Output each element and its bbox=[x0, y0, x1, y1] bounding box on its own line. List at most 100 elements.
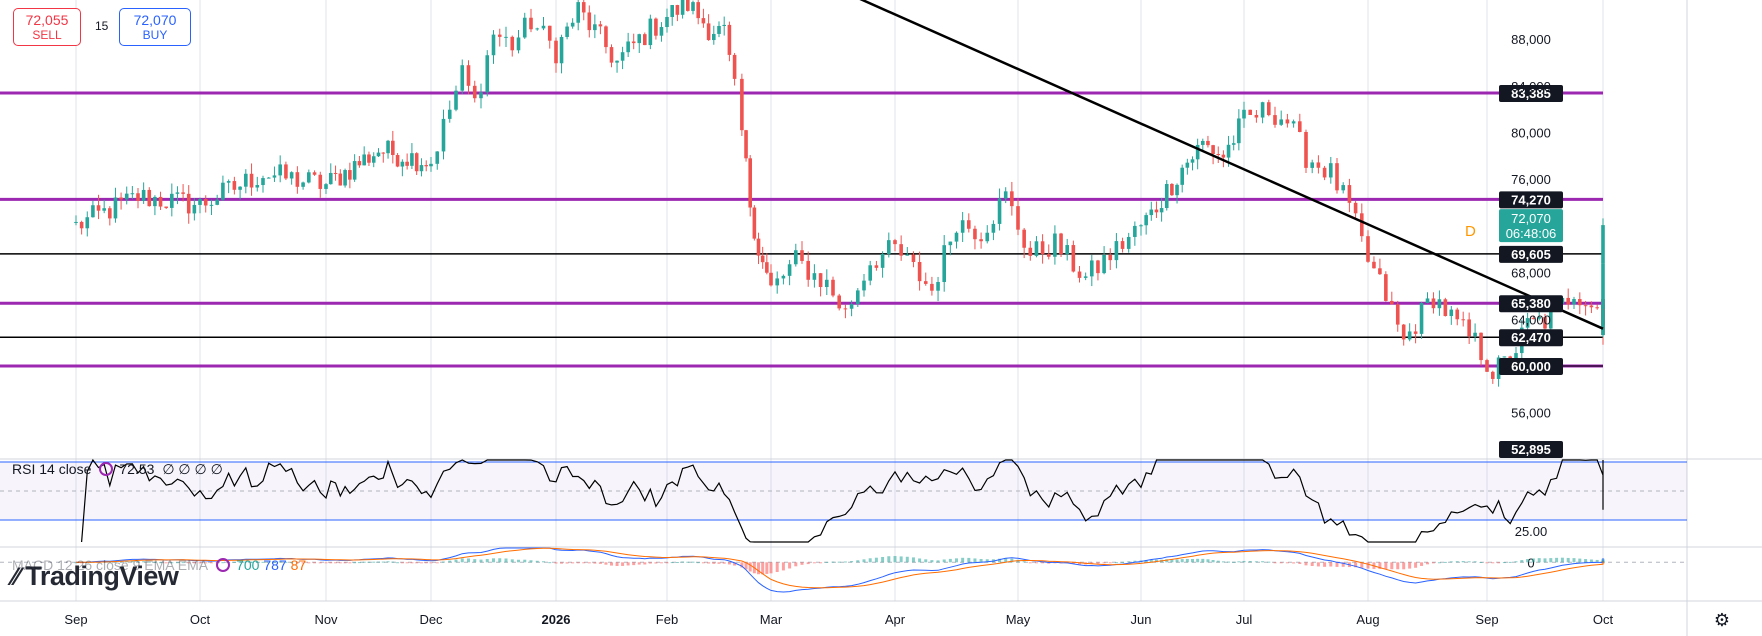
macd-histogram-bar bbox=[670, 562, 674, 564]
macd-histogram-bar bbox=[1396, 562, 1400, 570]
macd-histogram-bar bbox=[1090, 562, 1094, 565]
candle bbox=[942, 235, 946, 292]
trendline[interactable] bbox=[845, 0, 1604, 330]
last-price-countdown: 06:48:06 bbox=[1506, 226, 1557, 241]
macd-histogram-bar bbox=[1584, 559, 1588, 563]
price-label-74,270[interactable]: 74,270 bbox=[1499, 191, 1563, 209]
candle-body bbox=[485, 55, 490, 93]
candle-body bbox=[74, 221, 78, 223]
candle bbox=[954, 231, 959, 249]
macd-histogram-bar bbox=[510, 559, 514, 563]
macd-histogram-bar bbox=[318, 562, 322, 564]
price-label-bg bbox=[1499, 191, 1563, 209]
candle bbox=[1195, 138, 1200, 170]
sell-button[interactable]: 72,055 SELL bbox=[13, 8, 81, 46]
price-label-bg bbox=[1499, 295, 1563, 313]
price-label-60,000[interactable]: 60,000 bbox=[1499, 358, 1563, 376]
macd-histogram-bar bbox=[198, 562, 202, 564]
macd-value-2: 787 bbox=[263, 557, 287, 573]
macd-histogram-bar bbox=[1595, 559, 1599, 563]
candle bbox=[324, 183, 328, 195]
macd-histogram-bar bbox=[232, 561, 236, 563]
candle-body bbox=[604, 26, 608, 48]
candle-body bbox=[831, 279, 835, 296]
source-icon[interactable] bbox=[99, 462, 114, 476]
price-tick: 76,000 bbox=[1511, 172, 1551, 187]
macd-histogram-bar bbox=[159, 562, 163, 564]
macd-histogram-bar bbox=[874, 557, 878, 563]
price-axis[interactable]: 83,385 74,270 69,605 65,380 62,470 60,000 52,8… bbox=[1499, 32, 1563, 458]
candle-body bbox=[691, 2, 695, 11]
price-label-69,605[interactable]: 69,605 bbox=[1499, 245, 1563, 263]
macd-histogram-bar bbox=[686, 561, 690, 563]
macd-histogram-bar bbox=[1237, 561, 1241, 563]
candle-body bbox=[1267, 102, 1271, 116]
candle bbox=[1583, 300, 1588, 316]
candle-body bbox=[930, 283, 934, 291]
candle-body bbox=[570, 22, 575, 27]
macd-histogram-bar bbox=[424, 562, 428, 564]
tradingview-logo[interactable]: ⁄⁄ TradingView bbox=[12, 561, 179, 592]
candle-body bbox=[1304, 131, 1308, 168]
candle bbox=[856, 288, 860, 308]
macd-histogram-bar bbox=[1402, 562, 1406, 570]
candle bbox=[1279, 110, 1283, 126]
macd-histogram-bar bbox=[775, 562, 779, 573]
macd-histogram-bar bbox=[722, 562, 726, 564]
rsi-legend[interactable]: RSI 14 close 72.53 ∅ ∅ ∅ ∅ bbox=[12, 461, 223, 478]
time-axis[interactable]: Sep Oct Nov Dec 2026 Feb Mar Apr May Jun Jul Aug Sep… bbox=[64, 612, 1613, 627]
candle-body bbox=[648, 18, 653, 46]
macd-histogram-bar bbox=[727, 562, 731, 565]
price-label-62,470[interactable]: 62,470 bbox=[1499, 329, 1563, 347]
candle-body bbox=[1347, 185, 1352, 203]
candle-body bbox=[856, 290, 860, 305]
candle-body bbox=[186, 193, 191, 214]
price-label-65,380[interactable]: 65,380 bbox=[1499, 295, 1563, 313]
candle bbox=[1022, 227, 1026, 259]
price-label-83,385[interactable]: 83,385 bbox=[1499, 85, 1563, 102]
candle bbox=[874, 260, 879, 271]
macd-histogram-bar bbox=[1175, 559, 1179, 563]
candle-body bbox=[598, 24, 603, 27]
macd-histogram-bar bbox=[1004, 558, 1008, 563]
candle-body bbox=[164, 206, 168, 208]
macd-histogram-bar bbox=[856, 560, 860, 563]
candle bbox=[991, 220, 996, 241]
macd-histogram-bar bbox=[164, 562, 168, 564]
time-tick-mar: Mar bbox=[760, 612, 783, 627]
candle-body bbox=[1090, 260, 1094, 277]
macd-histogram-bar bbox=[442, 561, 445, 563]
buy-button[interactable]: 72,070 BUY bbox=[119, 8, 191, 46]
macd-legend[interactable]: MACD 12 26 close 9 EMA EMA 700 787 87 bbox=[12, 557, 306, 573]
macd-histogram-bar bbox=[812, 562, 816, 564]
macd-histogram-bar bbox=[1102, 562, 1106, 564]
candle-body bbox=[410, 153, 414, 166]
candle bbox=[381, 152, 386, 163]
settings-gear-icon[interactable]: ⚙ bbox=[1713, 610, 1731, 630]
candle bbox=[831, 276, 835, 298]
macd-histogram-bar bbox=[696, 562, 700, 564]
candle-body bbox=[1479, 332, 1483, 361]
candle-body bbox=[535, 28, 540, 30]
price-tick: 56,000 bbox=[1511, 406, 1551, 421]
macd-histogram-bar bbox=[1227, 561, 1231, 563]
price-label-52,895[interactable]: 52,895 bbox=[1499, 441, 1563, 458]
macd-histogram-bar bbox=[648, 562, 652, 564]
time-tick-feb: Feb bbox=[656, 612, 678, 627]
dividend-marker[interactable]: D bbox=[1465, 223, 1476, 240]
macd-histogram-bar bbox=[1191, 558, 1194, 563]
candle-body bbox=[113, 197, 118, 219]
candle-body bbox=[843, 308, 848, 310]
candle bbox=[414, 152, 419, 176]
macd-histogram-bar bbox=[1298, 562, 1302, 564]
candle bbox=[843, 304, 848, 319]
candle-body bbox=[1485, 360, 1489, 372]
horizontal-levels[interactable] bbox=[0, 91, 1603, 368]
candle-body bbox=[91, 205, 95, 218]
candle-body bbox=[1502, 356, 1507, 358]
source-icon[interactable] bbox=[216, 558, 231, 572]
candle bbox=[1065, 238, 1069, 261]
macd-histogram-bar bbox=[170, 562, 174, 564]
